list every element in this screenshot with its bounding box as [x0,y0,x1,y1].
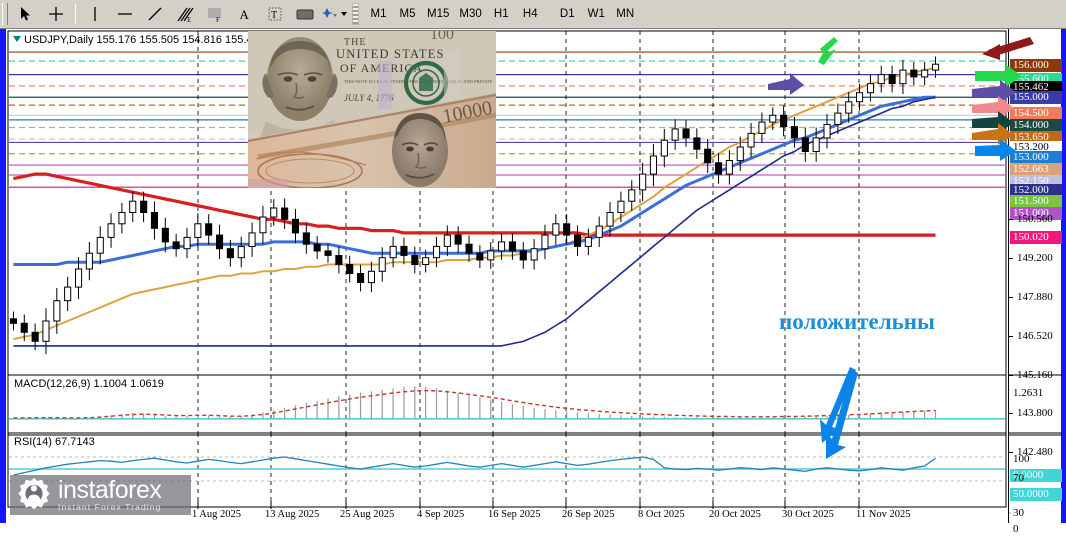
chart-symbol-label: USDJPY,Daily 155.176 155.505 154.816 155… [24,34,265,46]
chart-collapse-icon[interactable] [13,36,21,42]
equidistant-channel-tool[interactable]: E [170,2,200,26]
timeframe-mn[interactable]: MN [616,8,635,20]
right-border-strip [1061,29,1066,523]
toolbar-separator-1 [75,4,76,24]
svg-text:THE: THE [344,37,366,48]
date-label-4: 16 Sep 2025 [488,509,541,520]
timeframe-w1[interactable]: W1 [587,8,605,20]
price-label-153-200: 153.200 [1010,141,1062,154]
text-box-tool[interactable]: T [260,2,290,26]
rsi-level-0: 0 [1013,523,1019,535]
svg-text:T: T [271,10,277,21]
timeframe-m30[interactable]: M30 [459,8,482,20]
gear-person-icon [18,478,50,510]
price-label-150-560: 150.560 [1017,213,1053,225]
date-label-5: 26 Sep 2025 [562,509,615,520]
date-label-9: 11 Nov 2025 [856,509,911,520]
logo-subtitle: Instant Forex Trading [58,501,162,512]
price-label-156-000: 156.000 [1010,59,1062,72]
timeframe-grip[interactable] [352,3,359,25]
price-label-142-480: 142.480 [1017,446,1053,458]
price-label-145-160: 145.160 [1017,369,1053,381]
vertical-line-tool[interactable] [80,2,110,26]
svg-text:A: A [240,7,250,22]
price-tick [1009,452,1013,453]
crosshair-tool[interactable] [41,2,71,26]
timeframe-m15[interactable]: M15 [427,8,450,20]
rsi-level-70: 70 [1013,472,1024,484]
price-tick [1009,375,1013,376]
date-label-1: 13 Aug 2025 [265,509,320,520]
price-label-146-520: 146.520 [1017,330,1053,342]
date-label-0: 1 Aug 2025 [192,509,242,520]
annotation-positive-text: положительны [779,309,935,334]
logo-title: instaforex [58,475,162,504]
trendline-tool[interactable] [140,2,170,26]
timeframe-d1[interactable]: D1 [559,8,575,20]
toolbar-grip[interactable] [2,3,8,25]
rsi-level-30: 30 [1013,507,1024,519]
horizontal-line-tool[interactable] [110,2,140,26]
price-label-150-020: 150.020 [1010,231,1062,244]
timeframe-h1[interactable]: H1 [493,8,509,20]
price-label-153-650: 153.650 [1010,131,1062,144]
main-toolbar: E F A T M1 [0,0,1066,29]
price-label-154-500: 154.500 [1010,107,1062,120]
fibonacci-tool[interactable]: F [200,2,230,26]
svg-text:UNITED STATES: UNITED STATES [336,47,445,61]
price-label-152-000: 152.000 [1010,184,1062,197]
price-tick [1009,336,1013,337]
price-label-152-663: 152.663 [1010,163,1062,176]
timeframe-m5[interactable]: M5 [399,8,416,20]
left-border-strip [0,29,6,523]
svg-text:JULY 4, 1776: JULY 4, 1776 [344,93,394,103]
price-label-153-000: 153.000 [1010,151,1062,164]
rsi-level-100: 100 [1013,453,1030,465]
chart-plot[interactable]: USDJPY,Daily 155.176 155.505 154.816 155… [6,29,1008,523]
rsi-label: RSI(14) 67.7143 [14,436,95,448]
shapes-dropdown-tool[interactable] [320,2,350,26]
cursor-tool[interactable] [11,2,41,26]
svg-text:E: E [187,16,191,23]
price-label-151-000: 151.000 [1010,207,1062,220]
date-label-6: 8 Oct 2025 [638,509,685,520]
price-tick [1009,219,1013,220]
instaforex-logo: instaforex Instant Forex Trading [10,475,191,515]
chart-canvas [7,30,1007,509]
text-tool[interactable]: A [230,2,260,26]
macd-scale-top: 1.2631 [1013,387,1044,399]
price-axis-ticks [1009,374,1062,514]
svg-text:100: 100 [430,31,454,43]
rsi-level-50: 50.0000 [1010,488,1062,501]
svg-text:F: F [216,16,220,23]
price-label-155-000: 155.000 [1010,91,1062,104]
timeframe-h4[interactable]: H4 [522,8,538,20]
price-tick [1009,258,1013,259]
date-label-3: 4 Sep 2025 [417,509,465,520]
date-label-7: 20 Oct 2025 [709,509,761,520]
price-tick [1009,413,1013,414]
price-label-143-800: 143.800 [1017,407,1053,419]
price-label-147-880: 147.880 [1017,291,1053,303]
macd-zero-label: 0.0000 [1010,469,1062,482]
timeframe-m1[interactable]: M1 [370,8,387,20]
currency-photo: THE UNITED STATES OF AMERICA THIS NOTE I… [248,31,496,188]
price-label-149-200: 149.200 [1017,252,1053,264]
price-axis[interactable]: 156.000 155.600 155.462 155.000 154.500 154.0… [1008,29,1062,535]
price-label-154-000: 154.000 [1010,119,1062,132]
price-label-151-500: 151.500 [1010,195,1062,208]
rectangle-tool[interactable] [290,2,320,26]
date-label-8: 30 Oct 2025 [782,509,834,520]
price-tick [1009,297,1013,298]
svg-text:THIS NOTE IS LEGAL TENDER FOR: THIS NOTE IS LEGAL TENDER FOR ALL DEBTS,… [344,79,493,85]
date-label-2: 25 Aug 2025 [340,509,395,520]
macd-label: MACD(12,26,9) 1.1004 1.0619 [14,378,164,390]
chart-area[interactable]: USDJPY,Daily 155.176 155.505 154.816 155… [0,29,1066,535]
